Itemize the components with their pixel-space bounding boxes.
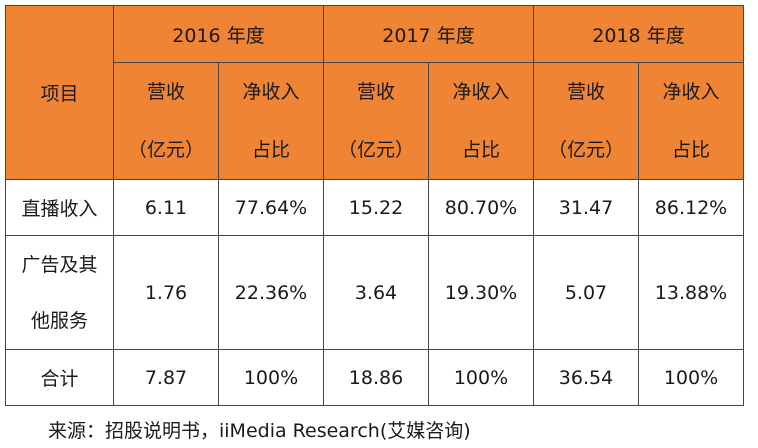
- year-header-2017: 2017 年度: [323, 5, 534, 63]
- share-header-line2: 占比: [671, 139, 710, 161]
- revenue-header-line2: （亿元）: [127, 139, 204, 161]
- revenue-header-2016: 营收 （亿元）: [113, 62, 219, 180]
- share-header-line2: 占比: [251, 139, 290, 161]
- share-header-line2: 占比: [461, 139, 500, 161]
- revenue-header-2017: 营收 （亿元）: [323, 62, 429, 180]
- share-header-line1: 净收入: [242, 81, 300, 103]
- source-note: 来源：招股说明书，iiMedia Research(艾媒咨询): [48, 420, 471, 442]
- table-cell: 36.54: [533, 349, 639, 406]
- table-cell: 86.12%: [638, 179, 744, 236]
- metric-header-row: 营收 （亿元） 净收入 占比 营收 （亿元） 净收入 占比 营收 （亿元） 净收…: [6, 62, 744, 180]
- table-cell: 22.36%: [218, 235, 324, 350]
- table-cell: 100%: [428, 349, 534, 406]
- row-label-line1: 广告及其: [21, 253, 98, 276]
- row-label: 合计: [5, 349, 114, 406]
- table-cell: 5.07: [533, 235, 639, 350]
- table-row-ads-other: 广告及其 他服务 1.76 22.36% 3.64 19.30% 5.07 13…: [5, 235, 744, 350]
- year-header-row: 项目 2016 年度 2017 年度 2018 年度: [5, 5, 744, 180]
- share-header-2017: 净收入 占比: [428, 62, 534, 180]
- table-cell: 18.86: [323, 349, 429, 406]
- year-header-2018: 2018 年度: [533, 5, 744, 63]
- table-cell: 15.22: [323, 179, 429, 236]
- table-cell: 7.87: [113, 349, 219, 406]
- item-column-header: 项目: [5, 5, 114, 180]
- table-header: 项目 2016 年度 2017 年度 2018 年度 营收 （亿元） 净收入 占…: [5, 5, 744, 180]
- revenue-header-line2: （亿元）: [547, 139, 624, 161]
- share-header-2018: 净收入 占比: [638, 62, 744, 180]
- table-cell: 3.64: [323, 235, 429, 350]
- table-cell: 1.76: [113, 235, 219, 350]
- table-cell: 80.70%: [428, 179, 534, 236]
- table-cell: 100%: [218, 349, 324, 406]
- share-header-line1: 净收入: [452, 81, 510, 103]
- table-cell: 19.30%: [428, 235, 534, 350]
- row-label-line2: 他服务: [30, 309, 88, 332]
- revenue-header-line1: 营收: [566, 81, 605, 103]
- row-label: 直播收入: [5, 179, 114, 236]
- share-header-2016: 净收入 占比: [218, 62, 324, 180]
- revenue-table: 项目 2016 年度 2017 年度 2018 年度 营收 （亿元） 净收入 占…: [5, 5, 744, 406]
- table-cell: 31.47: [533, 179, 639, 236]
- table-cell: 100%: [638, 349, 744, 406]
- table-row-live-income: 直播收入 6.11 77.64% 15.22 80.70% 31.47 86.1…: [5, 179, 744, 236]
- revenue-header-line1: 营收: [356, 81, 395, 103]
- table-cell: 6.11: [113, 179, 219, 236]
- share-header-line1: 净收入: [662, 81, 720, 103]
- year-header-2016: 2016 年度: [113, 5, 324, 63]
- revenue-header-line1: 营收: [146, 81, 185, 103]
- revenue-header-line2: （亿元）: [337, 139, 414, 161]
- row-label: 广告及其 他服务: [5, 235, 114, 350]
- table-cell: 13.88%: [638, 235, 744, 350]
- revenue-header-2018: 营收 （亿元）: [533, 62, 639, 180]
- table-body: 直播收入 6.11 77.64% 15.22 80.70% 31.47 86.1…: [5, 179, 744, 406]
- table-cell: 77.64%: [218, 179, 324, 236]
- table-row-total: 合计 7.87 100% 18.86 100% 36.54 100%: [5, 349, 744, 406]
